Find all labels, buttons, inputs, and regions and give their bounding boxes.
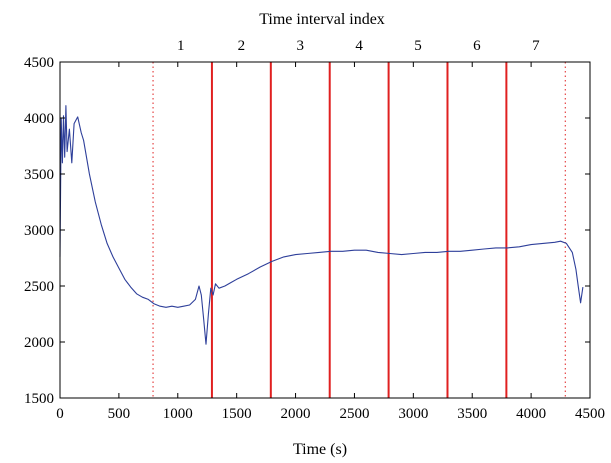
chart-title: Time interval index bbox=[259, 11, 385, 28]
x-axis-ticks: 0 500 1000 1500 2000 2500 3000 3500 4000 4500 bbox=[56, 62, 605, 422]
x-tick-label: 1500 bbox=[222, 406, 252, 422]
series-group bbox=[59, 105, 584, 345]
x-tick-label: 2500 bbox=[339, 406, 369, 422]
interval-label-4: 4 bbox=[355, 38, 363, 54]
y-tick-label: 3000 bbox=[24, 223, 54, 239]
interval-label-7: 7 bbox=[532, 38, 540, 54]
x-tick-label: 2000 bbox=[281, 406, 311, 422]
plot-frame bbox=[59, 61, 591, 399]
y-tick-label: 4500 bbox=[24, 55, 54, 71]
interval-label-1: 1 bbox=[177, 38, 185, 54]
y-tick-label: 3500 bbox=[24, 167, 54, 183]
interval-boundaries bbox=[152, 62, 566, 398]
y-tick-label: 4000 bbox=[24, 111, 54, 127]
x-tick-label: 500 bbox=[108, 406, 131, 422]
interval-label-3: 3 bbox=[297, 38, 305, 54]
x-tick-label: 4500 bbox=[575, 406, 605, 422]
x-tick-label: 3000 bbox=[398, 406, 428, 422]
interval-label-2: 2 bbox=[238, 38, 246, 54]
x-tick-label: 0 bbox=[56, 406, 64, 422]
y-tick-label: 1500 bbox=[24, 391, 54, 407]
x-tick-label: 3500 bbox=[457, 406, 487, 422]
y-tick-label: 2500 bbox=[24, 279, 54, 295]
x-tick-label: 1000 bbox=[163, 406, 193, 422]
y-axis-ticks: 1500 2000 2500 3000 3500 4000 4500 bbox=[24, 55, 590, 407]
interval-label-5: 5 bbox=[414, 38, 422, 54]
interval-labels: 1 2 3 4 5 6 7 bbox=[177, 38, 540, 54]
series-line-1 bbox=[59, 105, 584, 345]
y-tick-label: 2000 bbox=[24, 335, 54, 351]
x-axis-label: Time (s) bbox=[293, 441, 347, 458]
interval-label-6: 6 bbox=[473, 38, 481, 54]
x-tick-label: 4000 bbox=[516, 406, 546, 422]
